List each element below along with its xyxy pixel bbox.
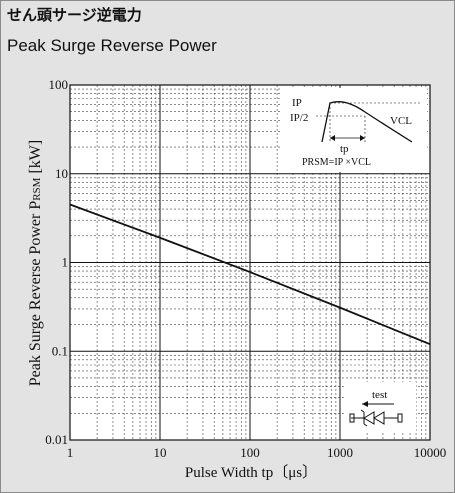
chart-title-en: Peak Surge Reverse Power [7, 36, 217, 55]
plot-border [69, 84, 431, 441]
grid [69, 84, 431, 441]
chart-title-jp: せん頭サージ逆電力 [7, 6, 142, 24]
x-tick-label: 1000 [327, 445, 353, 460]
y-tick-label: 1 [62, 255, 69, 270]
x-tick-label: 1 [67, 445, 74, 460]
pulse-waveform [321, 101, 413, 143]
y-axis-label: Peak Surge Reverse Power PRSM [kW] [27, 140, 44, 386]
x-tick-labels: 1 10 100 1000 10000 [67, 445, 447, 460]
test-arrowhead [362, 401, 368, 407]
series-line [69, 203, 431, 346]
y-axis-label-main: Peak Surge Reverse Power P [27, 201, 44, 387]
vcl-label: VCL [390, 115, 412, 127]
y-tick-label: 10 [55, 166, 68, 181]
y-tick-label: 0.1 [52, 343, 68, 358]
x-axis-label: Pulse Width tp〔μs〕 [185, 464, 317, 481]
tp-label: tp [340, 143, 349, 155]
x-tick-label: 10000 [414, 445, 447, 460]
series-layer [69, 203, 431, 346]
y-axis-label-sub: RSM [31, 177, 43, 200]
x-tick-label: 100 [240, 445, 260, 460]
ip-label: IP [292, 97, 302, 109]
x-tick-label: 10 [154, 445, 167, 460]
waveform-inset-bg [282, 88, 427, 172]
tvs-diode-symbol [349, 409, 403, 427]
y-tick-labels: 100 10 1 0.1 0.01 [45, 77, 68, 447]
y-tick-label: 0.01 [45, 432, 68, 447]
y-axis-label-unit: [kW] [27, 140, 44, 174]
test-inset-bg [346, 382, 416, 432]
test-label: test [372, 389, 387, 401]
ip-half-label: IP/2 [290, 112, 308, 124]
prsm-formula: PRSM=IP ×VCL [302, 157, 371, 168]
y-tick-label: 100 [49, 77, 69, 92]
test-circuit-inset: test [346, 382, 416, 432]
waveform-inset: IP IP/2 VCL tp PRSM=IP ×VCL [282, 88, 427, 172]
